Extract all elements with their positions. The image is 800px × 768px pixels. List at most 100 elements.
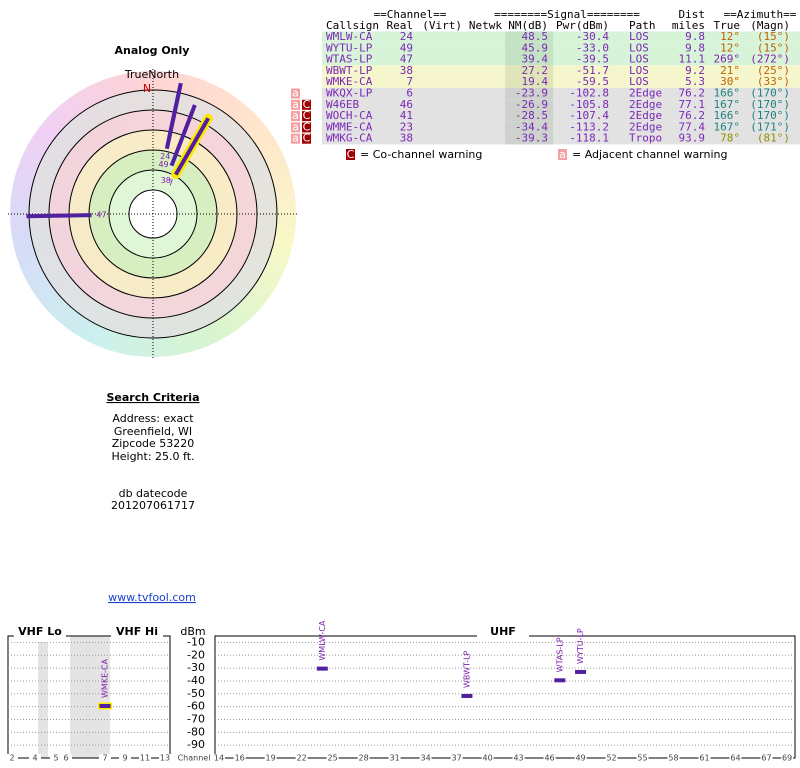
legend-text: = Adjacent channel warning xyxy=(572,148,728,161)
cell: WMKE-CA xyxy=(326,75,373,88)
cell: 77.4 xyxy=(679,120,706,133)
cell: -113.2 xyxy=(569,120,609,133)
signal-marker xyxy=(554,678,566,683)
band-gap xyxy=(38,636,48,758)
x-tick-label: 40 xyxy=(482,754,492,763)
y-tick-label: -50 xyxy=(187,687,205,700)
cell: WBWT-LP xyxy=(326,64,373,77)
column-header: True xyxy=(714,19,741,32)
tick-label-bg xyxy=(357,754,370,762)
cell: 38 xyxy=(400,132,413,145)
cell: -39.3 xyxy=(515,132,548,145)
tick-label-bg xyxy=(213,754,225,762)
tick-label-bg xyxy=(388,754,401,762)
link[interactable]: www.tvfool.com xyxy=(108,591,196,604)
legend-icon xyxy=(558,149,567,160)
tick-label-bg xyxy=(264,754,277,762)
cell: WOCH-CA xyxy=(326,109,373,122)
cell: 9.8 xyxy=(685,30,705,43)
cell: 38 xyxy=(400,64,413,77)
marker-label: WMLW-CA xyxy=(318,620,327,661)
channel-label: 47 xyxy=(96,210,106,219)
cell: (272°) xyxy=(750,53,790,66)
band-title-bg xyxy=(111,629,163,642)
nm-shade xyxy=(505,65,553,77)
cochannel-icon xyxy=(302,133,311,144)
signal-marker xyxy=(575,669,587,674)
x-tick-label: 19 xyxy=(266,754,276,763)
cell: WMLW-CA xyxy=(326,30,373,43)
adjacent-icon-text: a xyxy=(292,87,299,100)
nm-shade xyxy=(505,121,553,134)
y-tick-label: -30 xyxy=(187,661,205,674)
x-tick-label: 52 xyxy=(606,754,616,763)
cell: (15°) xyxy=(757,30,790,43)
criteria-line: Zipcode 53220 xyxy=(112,437,195,450)
adjacent-icon xyxy=(291,99,300,110)
cochannel-icon-text: C xyxy=(303,132,311,145)
polar-title: Analog Only xyxy=(115,44,190,57)
cell: LOS xyxy=(629,64,649,77)
cell: 49 xyxy=(400,41,413,54)
north-mark: N xyxy=(143,82,151,95)
column-header: (Magn) xyxy=(750,19,790,32)
x-tick-label: 13 xyxy=(160,754,170,763)
nm-shade xyxy=(505,110,553,122)
cell: LOS xyxy=(629,53,649,66)
cochannel-icon xyxy=(302,122,311,133)
tick-label-bg xyxy=(159,754,171,762)
x-tick-label: 31 xyxy=(390,754,400,763)
marker-label: WYTU-LP xyxy=(576,628,585,664)
cell: 48.5 xyxy=(522,30,549,43)
signal-bar xyxy=(169,104,197,167)
tick-label-bg xyxy=(698,754,711,762)
cell: -118.1 xyxy=(569,132,609,145)
nm-shade xyxy=(505,133,553,145)
cell: 39.4 xyxy=(522,53,549,66)
channel-label: 49 xyxy=(158,160,168,169)
cell: (33°) xyxy=(757,75,790,88)
cell: (170°) xyxy=(750,87,790,100)
column-header: Path xyxy=(629,19,656,32)
row-bg xyxy=(322,133,800,145)
tick-label-bg xyxy=(667,754,680,762)
tick-label-bg xyxy=(50,754,62,762)
x-tick-label: 9 xyxy=(122,754,127,763)
cochannel-icon-text: C xyxy=(303,120,311,133)
cell: 166° xyxy=(714,109,741,122)
cell: (170°) xyxy=(750,109,790,122)
unit-label: dBm xyxy=(180,625,205,638)
cell: W46EB xyxy=(326,98,359,111)
cell: 76.2 xyxy=(679,109,706,122)
legend-text: = Co-channel warning xyxy=(360,148,482,161)
cell: 27.2 xyxy=(522,64,549,77)
cell: 2Edge xyxy=(629,120,662,133)
cell: 6 xyxy=(406,87,413,100)
column-header: Netwk xyxy=(469,19,502,32)
cell: 5.3 xyxy=(685,75,705,88)
adjacent-icon-text: a xyxy=(292,120,299,133)
tick-label-bg xyxy=(326,754,339,762)
signal-bar xyxy=(164,84,183,150)
cell: 47 xyxy=(400,53,413,66)
cell: 46 xyxy=(400,98,413,111)
x-tick-label: 22 xyxy=(297,754,307,763)
tick-label-bg xyxy=(419,754,432,762)
band-title-bg xyxy=(14,629,66,642)
tick-label-bg xyxy=(60,754,72,762)
cell: -34.4 xyxy=(515,120,548,133)
cell: 77.1 xyxy=(679,98,706,111)
cell: LOS xyxy=(629,41,649,54)
cochannel-icon xyxy=(302,99,311,110)
y-tick-label: -90 xyxy=(187,738,205,751)
row-bg xyxy=(322,54,800,66)
tick-label-bg xyxy=(6,754,18,762)
column-header: Dist xyxy=(679,8,706,21)
row-bg xyxy=(322,87,800,100)
band-gap xyxy=(70,636,110,758)
datecode-label: db datecode xyxy=(119,487,188,500)
x-tick-label: 64 xyxy=(730,754,740,763)
column-header: miles xyxy=(672,19,705,32)
